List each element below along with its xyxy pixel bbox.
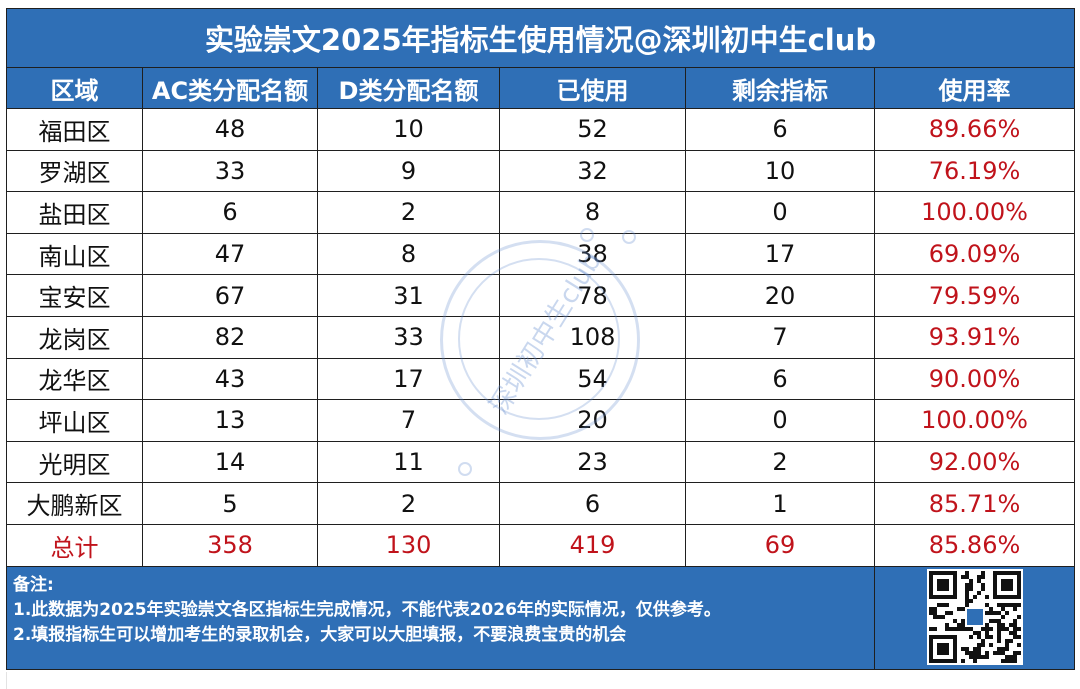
cell-used: 20 [499,399,686,442]
cell-remaining: 6 [685,108,875,151]
total-ac-quota: 358 [142,523,318,567]
quota-table: 实验崇文2025年指标生使用情况@深圳初中生club 区域 AC类分配名额 D类… [5,8,1076,670]
qr-code-icon [926,568,1023,665]
cell-d-quota: 17 [317,357,500,401]
cell-d-quota: 31 [317,274,500,317]
cell-used: 8 [499,191,686,234]
cell-ac-quota: 33 [142,149,318,193]
cell-region: 盐田区 [6,191,143,234]
cell-usage-rate: 89.66% [873,108,1076,151]
table-row: 龙华区 43 17 54 6 90.00% [6,357,1076,401]
cell-region: 光明区 [6,440,143,484]
table-row: 大鹏新区 5 2 6 1 85.71% [6,482,1076,525]
header-remaining: 剩余指标 [685,67,875,109]
cell-ac-quota: 82 [142,315,318,359]
cell-region: 罗湖区 [6,149,143,193]
cell-d-quota: 2 [317,482,500,525]
total-d-quota: 130 [317,523,500,567]
cell-ac-quota: 67 [142,274,318,317]
cell-usage-rate: 93.91% [873,315,1076,359]
cell-d-quota: 33 [317,315,500,359]
table-row: 坪山区 13 7 20 0 100.00% [6,399,1076,442]
cell-region: 龙华区 [6,357,143,401]
cell-used: 6 [499,482,686,525]
cell-region: 宝安区 [6,274,143,317]
cell-d-quota: 10 [317,108,500,151]
cell-usage-rate: 90.00% [873,357,1076,401]
total-label: 总计 [6,523,143,567]
cell-remaining: 17 [685,232,875,276]
cell-region: 南山区 [6,232,143,276]
total-used: 419 [499,523,686,567]
header-region: 区域 [6,67,143,109]
title-row: 实验崇文2025年指标生使用情况@深圳初中生club [5,8,1076,68]
cell-remaining: 7 [685,315,875,359]
cell-remaining: 1 [685,482,875,525]
header-used: 已使用 [499,67,686,109]
qr-cell [873,565,1076,670]
total-row: 总计 358 130 419 69 85.86% [6,523,1076,567]
cell-ac-quota: 47 [142,232,318,276]
cell-d-quota: 11 [317,440,500,484]
cell-region: 福田区 [6,108,143,151]
cell-d-quota: 2 [317,191,500,234]
sheet-grid-edge [6,672,1075,689]
cell-usage-rate: 85.71% [873,482,1076,525]
total-remaining: 69 [685,523,875,567]
cell-region: 坪山区 [6,399,143,442]
cell-region: 龙岗区 [6,315,143,359]
cell-ac-quota: 5 [142,482,318,525]
table-row: 宝安区 67 31 78 20 79.59% [6,274,1076,317]
cell-usage-rate: 100.00% [873,191,1076,234]
cell-used: 38 [499,232,686,276]
table-row: 盐田区 6 2 8 0 100.00% [6,191,1076,234]
notes-line-2: 2.填报指标生可以增加考生的录取机会，大家可以大胆填报，不要浪费宝贵的机会 [13,624,627,645]
cell-ac-quota: 48 [142,108,318,151]
spreadsheet: 实验崇文2025年指标生使用情况@深圳初中生club 区域 AC类分配名额 D类… [5,8,1076,670]
header-row: 区域 AC类分配名额 D类分配名额 已使用 剩余指标 使用率 [6,67,1076,109]
table-row: 南山区 47 8 38 17 69.09% [6,232,1076,276]
table-row: 福田区 48 10 52 6 89.66% [6,108,1076,151]
cell-remaining: 2 [685,440,875,484]
cell-usage-rate: 76.19% [873,149,1076,193]
cell-d-quota: 7 [317,399,500,442]
notes-heading: 备注: [13,574,54,595]
total-usage-rate: 85.86% [873,523,1076,567]
cell-remaining: 10 [685,149,875,193]
cell-region: 大鹏新区 [6,482,143,525]
table-row: 罗湖区 33 9 32 10 76.19% [6,149,1076,193]
cell-remaining: 20 [685,274,875,317]
cell-used: 23 [499,440,686,484]
cell-remaining: 0 [685,191,875,234]
cell-used: 54 [499,357,686,401]
cell-remaining: 6 [685,357,875,401]
cell-d-quota: 9 [317,149,500,193]
header-usage-rate: 使用率 [873,67,1076,109]
cell-remaining: 0 [685,399,875,442]
cell-d-quota: 8 [317,232,500,276]
cell-ac-quota: 6 [142,191,318,234]
cell-ac-quota: 13 [142,399,318,442]
cell-usage-rate: 100.00% [873,399,1076,442]
table-row: 龙岗区 82 33 108 7 93.91% [6,315,1076,359]
cell-used: 52 [499,108,686,151]
cell-usage-rate: 79.59% [873,274,1076,317]
notes-row: 备注: 1.此数据为2025年实验崇文各区指标生完成情况，不能代表2026年的实… [6,565,1076,670]
cell-used: 108 [499,315,686,359]
notes-line-1: 1.此数据为2025年实验崇文各区指标生完成情况，不能代表2026年的实际情况，… [13,599,721,620]
notes: 备注: 1.此数据为2025年实验崇文各区指标生完成情况，不能代表2026年的实… [7,567,874,654]
cell-used: 78 [499,274,686,317]
cell-usage-rate: 92.00% [873,440,1076,484]
cell-used: 32 [499,149,686,193]
cell-ac-quota: 43 [142,357,318,401]
cell-usage-rate: 69.09% [873,232,1076,276]
table-title: 实验崇文2025年指标生使用情况@深圳初中生club [5,8,1076,68]
table-row: 光明区 14 11 23 2 92.00% [6,440,1076,484]
notes-cell: 备注: 1.此数据为2025年实验崇文各区指标生完成情况，不能代表2026年的实… [6,565,875,670]
header-d-quota: D类分配名额 [317,67,500,109]
header-ac-quota: AC类分配名额 [142,67,318,109]
cell-ac-quota: 14 [142,440,318,484]
